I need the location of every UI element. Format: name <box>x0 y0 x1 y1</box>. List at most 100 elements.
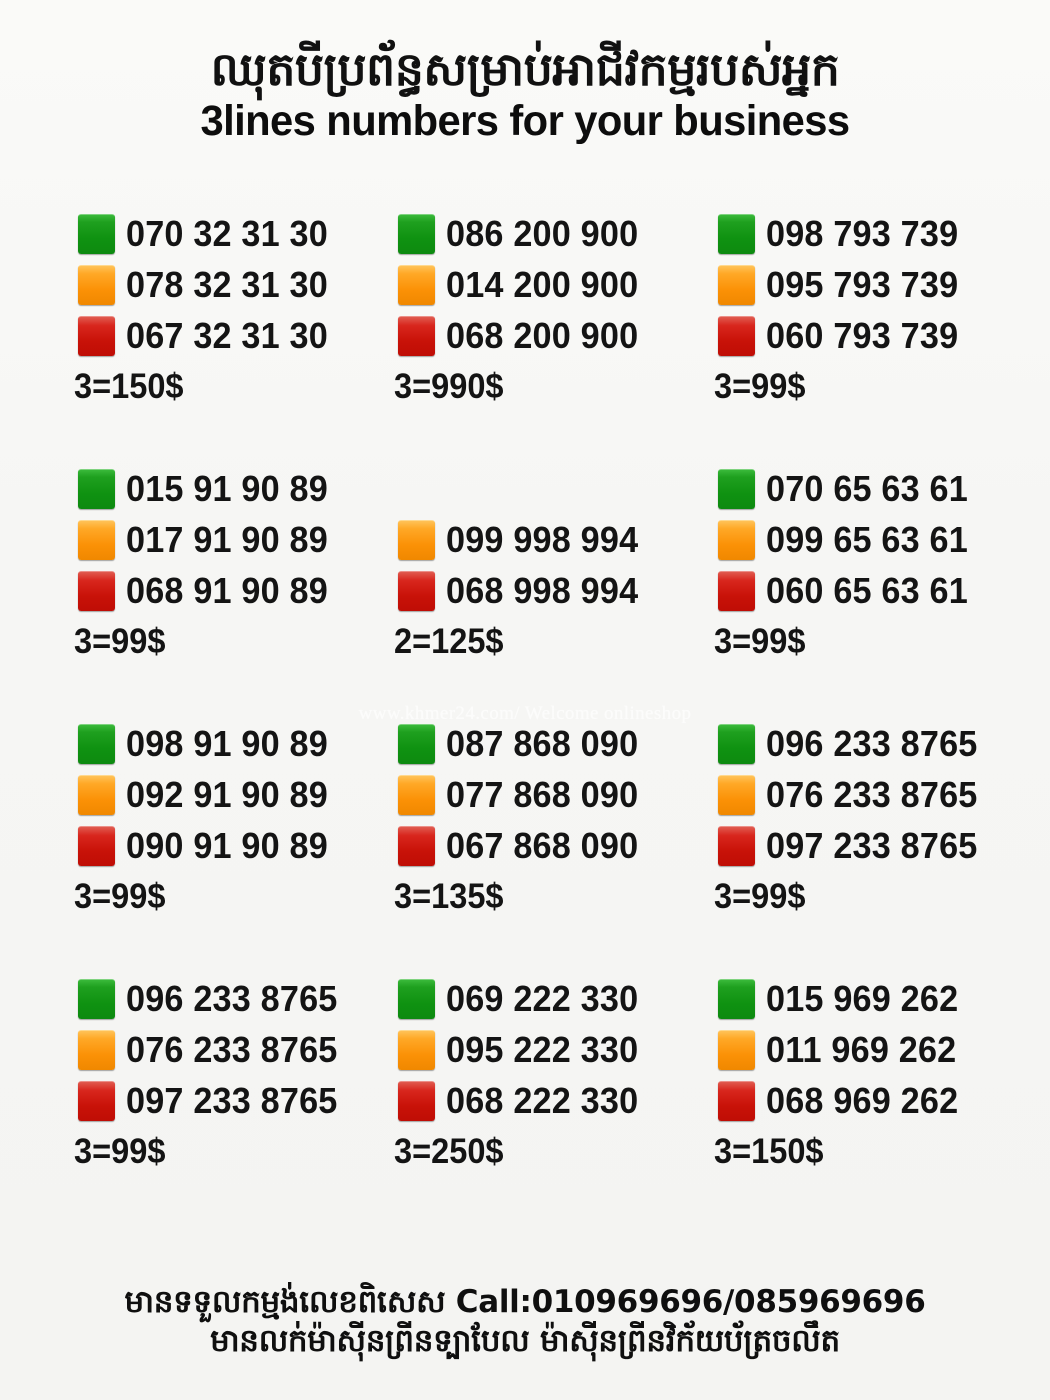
phone-number: 070 32 31 30 <box>126 212 328 254</box>
footer-contact-line: មានទទួលកម្មង់លេខពិសេស Call:010969696/085… <box>124 1283 926 1320</box>
footer-services-line: មានលក់ម៉ាស៊ីនព្រីនទ្បាបែល ម៉ាស៊ីនព្រីនវិ… <box>210 1323 840 1360</box>
color-swatch-green-icon <box>718 213 755 254</box>
color-swatch-red-icon <box>398 825 435 866</box>
page-title-english: 3lines numbers for your business <box>200 97 851 146</box>
number-line: 095 222 330 <box>398 1024 718 1075</box>
number-line: 076 233 8765 <box>78 1024 398 1075</box>
number-line: 098 793 739 <box>718 208 1048 259</box>
phone-number: 067 32 31 30 <box>126 314 328 356</box>
phone-number: 098 793 739 <box>766 212 959 254</box>
phone-number: 015 969 262 <box>766 977 959 1019</box>
group-price: 3=99$ <box>714 367 806 406</box>
number-line: 015 969 262 <box>718 973 1048 1024</box>
number-line: 097 233 8765 <box>78 1075 398 1126</box>
color-swatch-orange-icon <box>718 1029 755 1070</box>
number-line: 087 868 090 <box>398 718 718 769</box>
color-swatch-green-icon <box>718 978 755 1019</box>
group-price: 3=150$ <box>714 1132 824 1171</box>
number-line: 092 91 90 89 <box>78 769 398 820</box>
phone-number: 011 969 262 <box>766 1028 957 1070</box>
color-swatch-orange-icon <box>78 1029 115 1070</box>
color-swatch-orange-icon <box>398 264 435 305</box>
color-swatch-red-icon <box>78 315 115 356</box>
number-line: 078 32 31 30 <box>78 259 398 310</box>
phone-number: 068 200 900 <box>446 314 639 356</box>
phone-number: 060 65 63 61 <box>766 569 968 611</box>
phone-number: 099 65 63 61 <box>766 518 968 560</box>
number-line: 090 91 90 89 <box>78 820 398 871</box>
group-price: 3=150$ <box>74 367 184 406</box>
number-line: 017 91 90 89 <box>78 514 398 565</box>
group-price: 3=99$ <box>74 622 166 661</box>
phone-number: 015 91 90 89 <box>126 467 328 509</box>
number-group: 086 200 900 014 200 900 068 200 900 3=990$ <box>394 208 718 463</box>
number-line: 076 233 8765 <box>718 769 1048 820</box>
number-line: 096 233 8765 <box>718 718 1048 769</box>
number-line: 060 65 63 61 <box>718 565 1048 616</box>
number-line: 015 91 90 89 <box>78 463 398 514</box>
number-group: 070 65 63 61 099 65 63 61 060 65 63 61 3=99… <box>714 463 1048 718</box>
phone-number: 060 793 739 <box>766 314 959 356</box>
color-swatch-green-icon <box>398 978 435 1019</box>
color-swatch-red-icon <box>718 570 755 611</box>
phone-number: 068 998 994 <box>446 569 639 611</box>
color-swatch-red-icon <box>78 1080 115 1121</box>
number-group: 069 222 330 095 222 330 068 222 330 3=250$ <box>394 973 718 1228</box>
number-line: 095 793 739 <box>718 259 1048 310</box>
phone-number: 095 793 739 <box>766 263 959 305</box>
color-swatch-red-icon <box>398 570 435 611</box>
number-group: 070 32 31 30 078 32 31 30 067 32 31 30 3=15… <box>74 208 398 463</box>
group-price: 3=250$ <box>394 1132 504 1171</box>
number-group: 099 998 994 068 998 994 2=125$ <box>394 463 718 718</box>
color-swatch-green-icon <box>398 723 435 764</box>
number-line: 096 233 8765 <box>78 973 398 1024</box>
group-price: 3=135$ <box>394 877 504 916</box>
color-swatch-orange-icon <box>78 774 115 815</box>
number-line: 070 65 63 61 <box>718 463 1048 514</box>
color-swatch-red-icon <box>398 315 435 356</box>
color-swatch-green-icon <box>78 213 115 254</box>
phone-number: 068 969 262 <box>766 1079 959 1121</box>
color-swatch-orange-icon <box>398 1029 435 1070</box>
color-swatch-orange-icon <box>78 519 115 560</box>
phone-number: 097 233 8765 <box>126 1079 338 1121</box>
color-swatch-green-icon <box>78 723 115 764</box>
number-line: 077 868 090 <box>398 769 718 820</box>
phone-number: 097 233 8765 <box>766 824 978 866</box>
color-swatch-red-icon <box>718 1080 755 1121</box>
number-line: 068 969 262 <box>718 1075 1048 1126</box>
number-group: 098 793 739 095 793 739 060 793 739 3=99$ <box>714 208 1048 463</box>
group-price: 3=990$ <box>394 367 504 406</box>
number-group: 015 91 90 89 017 91 90 89 068 91 90 89 3=99… <box>74 463 398 718</box>
phone-number: 076 233 8765 <box>766 773 978 815</box>
color-swatch-green-icon <box>78 978 115 1019</box>
phone-number: 095 222 330 <box>446 1028 639 1070</box>
phone-number: 096 233 8765 <box>766 722 978 764</box>
phone-number: 098 91 90 89 <box>126 722 328 764</box>
color-swatch-green-icon <box>78 468 115 509</box>
group-price: 2=125$ <box>394 622 504 661</box>
phone-number: 068 222 330 <box>446 1079 639 1121</box>
number-line: 099 65 63 61 <box>718 514 1048 565</box>
color-swatch-red-icon <box>78 570 115 611</box>
number-line: 097 233 8765 <box>718 820 1048 871</box>
color-swatch-red-icon <box>78 825 115 866</box>
number-line: 014 200 900 <box>398 259 718 310</box>
number-line: 011 969 262 <box>718 1024 1048 1075</box>
number-line: 068 998 994 <box>398 565 718 616</box>
number-line: 086 200 900 <box>398 208 718 259</box>
number-group: 087 868 090 077 868 090 067 868 090 3=135$ <box>394 718 718 973</box>
poster-header: ឈុតបីប្រព័ន្ធសម្រាប់អាជីវកម្មរបស់អ្នក 3l… <box>0 0 1050 146</box>
color-swatch-orange-icon <box>398 774 435 815</box>
color-swatch-red-icon <box>398 1080 435 1121</box>
number-line: 098 91 90 89 <box>78 718 398 769</box>
phone-number: 077 868 090 <box>446 773 639 815</box>
phone-number: 014 200 900 <box>446 263 639 305</box>
color-swatch-orange-icon <box>718 774 755 815</box>
number-group: 098 91 90 89 092 91 90 89 090 91 90 89 3=99… <box>74 718 398 973</box>
number-line: 067 32 31 30 <box>78 310 398 361</box>
phone-number: 078 32 31 30 <box>126 263 328 305</box>
phone-number: 076 233 8765 <box>126 1028 338 1070</box>
number-group: 015 969 262 011 969 262 068 969 262 3=150$ <box>714 973 1048 1228</box>
